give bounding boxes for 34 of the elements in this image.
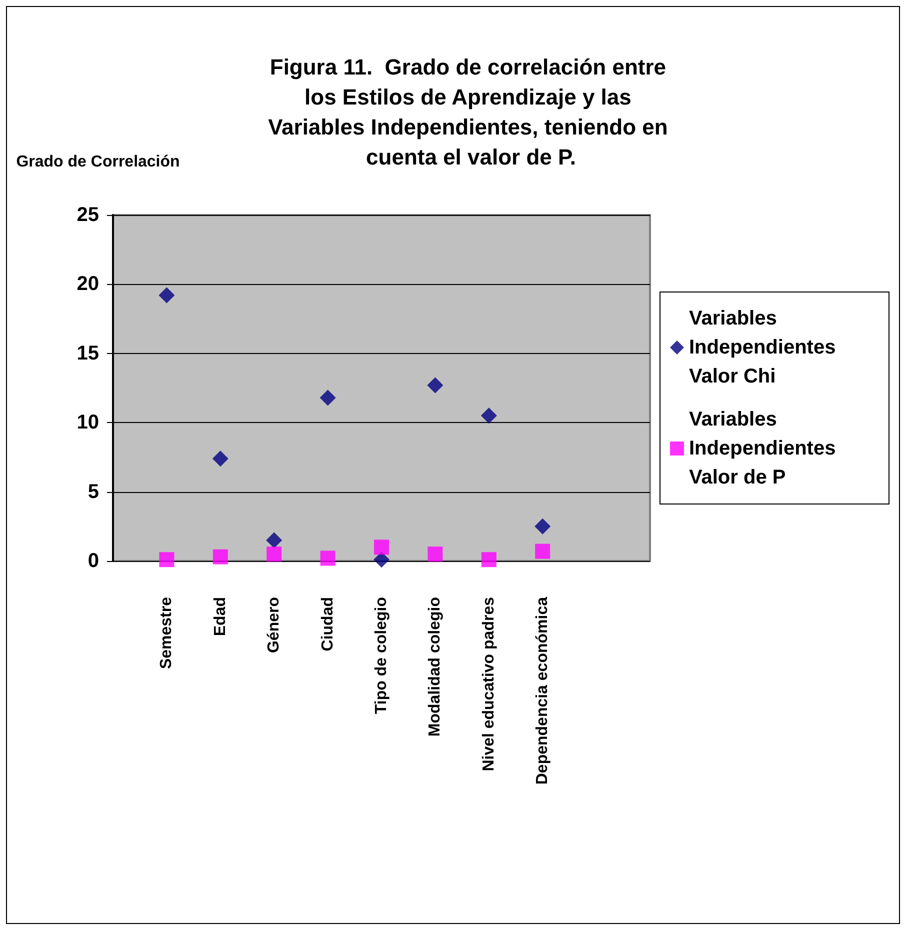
x-tick-label: Semestre xyxy=(158,596,176,670)
y-tick-label: 15 xyxy=(76,342,99,364)
point xyxy=(534,518,551,534)
chart-title: Figura 11. Grado de correlación entre los Estilos de Aprendizaje y las Variables Independientes, teniendo en cuenta el valor de P. xyxy=(268,54,674,170)
x-tick-label: Ciudad xyxy=(319,597,336,652)
point xyxy=(158,287,175,304)
point xyxy=(427,377,444,394)
point xyxy=(535,544,550,559)
y-tick-label: 0 xyxy=(88,550,99,572)
x-tick-label: Género xyxy=(266,596,283,654)
x-tick-label: Nivel educativo padres xyxy=(480,596,498,772)
y-axis-title: Grado de Correlación xyxy=(16,154,180,170)
y-tick-label: 20 xyxy=(76,273,99,296)
legend-label: Variables Independientes Valor Chi xyxy=(689,308,842,388)
point xyxy=(212,450,228,467)
point xyxy=(481,552,496,568)
point xyxy=(480,408,497,424)
point xyxy=(374,552,390,568)
y-tick-label: 10 xyxy=(76,412,99,434)
point xyxy=(266,532,282,548)
x-tick-label: Dependencia económica xyxy=(534,596,552,785)
y-tick-label: 5 xyxy=(88,480,99,503)
point xyxy=(428,546,443,562)
point xyxy=(374,540,389,555)
point xyxy=(320,550,336,566)
x-tick-label: Modalidad colegio xyxy=(426,596,444,737)
y-tick-label: 25 xyxy=(76,204,99,226)
point xyxy=(266,546,282,562)
point xyxy=(320,390,336,406)
legend-label: Variables Independientes Valor de P xyxy=(689,408,842,488)
point xyxy=(159,552,174,568)
x-tick-label: Tipo de colegio xyxy=(373,596,390,714)
point xyxy=(212,549,228,564)
x-tick-label: Edad xyxy=(212,597,229,636)
